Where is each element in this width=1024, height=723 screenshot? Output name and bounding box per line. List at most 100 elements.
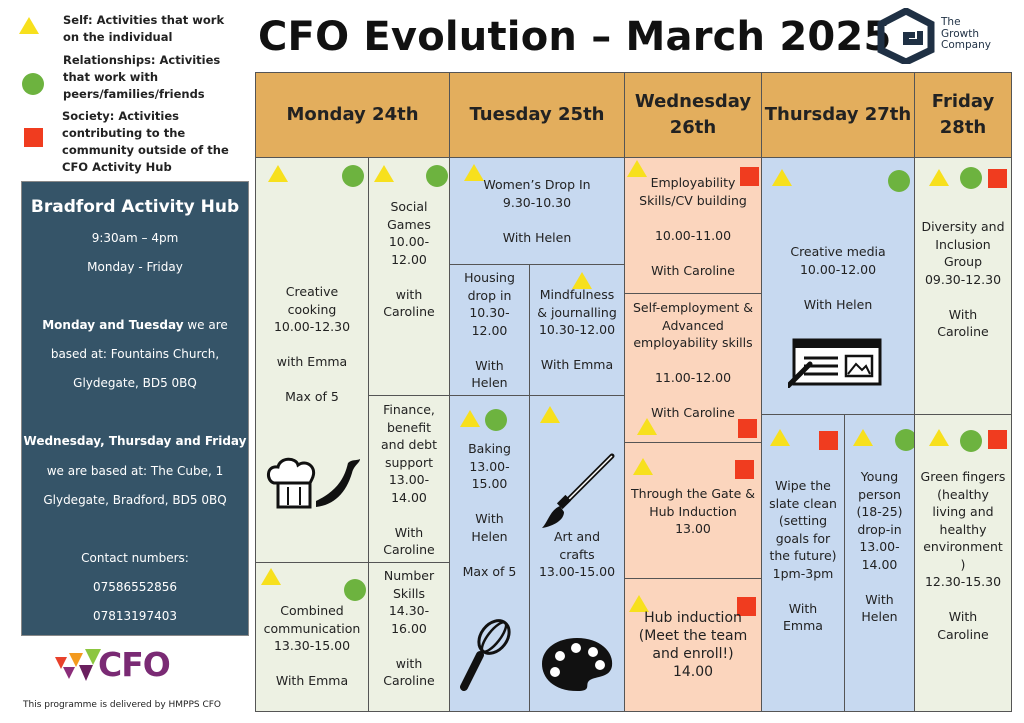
legend-self: Self: Activities that work on the indivi… <box>63 13 225 44</box>
hub-hours: 9:30am – 4pm <box>91 231 179 245</box>
relationships-circle-icon <box>426 165 448 187</box>
header-friday: Friday 28th <box>914 72 1012 158</box>
activity-text: Social Games 10.00- 12.00 with Caroline <box>383 199 435 319</box>
hub-wtf-line3: Glydegate, Bradford, BD5 0BQ <box>43 493 227 507</box>
cfo-logo: CFO <box>55 645 185 687</box>
activity-through-the-gate: Through the Gate & Hub Induction 13.00 <box>624 442 762 579</box>
header-monday: Monday 24th <box>255 72 450 158</box>
self-triangle-icon <box>268 165 288 182</box>
activity-art-and-crafts: Art and crafts 13.00-15.00 <box>529 395 625 712</box>
activity-self-employment: Self-employment & Advanced employability… <box>624 293 762 443</box>
growth-logo-text: The Growth Company <box>941 16 991 52</box>
activity-text: Creative cooking 10.00-12.30 with Emma M… <box>273 284 351 404</box>
activity-housing-drop-in: Housing drop in 10.30- 12.00 With Helen <box>449 264 530 396</box>
society-square-icon <box>737 597 756 616</box>
self-triangle-icon <box>627 160 647 177</box>
activity-mindfulness: Mindfulness & journalling 10.30-12.00 Wi… <box>529 264 625 396</box>
society-square-icon <box>988 169 1007 188</box>
activity-text: Women’s Drop In 9.30-10.30 With Helen <box>483 177 591 245</box>
activity-hub-induction: Hub induction (Meet the team and enroll!… <box>624 578 762 712</box>
hub-wtf-location: Wednesday, Thursday and Friday <box>23 434 247 448</box>
society-square-icon <box>819 431 838 450</box>
self-triangle-icon <box>929 169 949 186</box>
activity-young-person: Young person (18-25) drop-in 13.00- 14.0… <box>844 414 917 712</box>
activity-baking: Baking 13.00- 15.00 With Helen Max of 5 <box>449 395 530 712</box>
self-triangle-icon <box>853 429 873 446</box>
legend-society: Society: Activities contributing to the … <box>62 109 229 174</box>
activity-text: Number Skills 14.30- 16.00 with Caroline <box>383 568 435 688</box>
relationships-circle-icon <box>344 579 366 601</box>
activity-text: Baking 13.00- 15.00 With Helen Max of 5 <box>462 441 517 579</box>
activity-diversity-inclusion: Diversity and Inclusion Group 09.30-12.3… <box>914 157 1012 415</box>
self-triangle-icon <box>929 429 949 446</box>
society-square-icon <box>738 419 757 438</box>
activity-number-skills: Number Skills 14.30- 16.00 with Caroline <box>368 562 450 712</box>
self-triangle-icon <box>772 169 792 186</box>
activity-text: Through the Gate & Hub Induction 13.00 <box>631 486 755 536</box>
activity-text: Employability Skills/CV building 10.00-1… <box>639 175 747 278</box>
hub-contact-label: Contact numbers: <box>81 551 189 565</box>
hub-mon-tue-location: Monday and Tuesday we are <box>22 318 248 332</box>
hub-info-panel: Bradford Activity Hub 9:30am – 4pm Monda… <box>21 181 249 636</box>
logo-line3: Company <box>941 39 991 51</box>
footer-note: This programme is delivered by HMPPS CFO <box>23 700 222 710</box>
activity-text: Creative media 10.00-12.00 With Helen <box>790 244 886 312</box>
self-triangle-icon <box>629 595 649 612</box>
mon-tue-rest: we are <box>183 318 228 332</box>
relationships-circle-icon <box>888 170 910 192</box>
hub-phone-2: 07813197403 <box>93 609 177 623</box>
self-triangle-icon <box>460 410 480 427</box>
society-square-icon <box>735 460 754 479</box>
paintbrush-icon <box>542 453 615 528</box>
relationships-circle-icon <box>895 429 917 451</box>
cfo-logo-text: CFO <box>98 645 171 684</box>
activity-text: Green fingers (healthy living and health… <box>920 469 1006 642</box>
relationships-circle-icon <box>960 430 982 452</box>
hub-name: Bradford Activity Hub <box>30 197 240 217</box>
self-triangle-icon <box>637 418 657 435</box>
activity-text: Young person (18-25) drop-in 13.00- 14.0… <box>856 469 903 624</box>
activity-green-fingers: Green fingers (healthy living and health… <box>914 414 1012 712</box>
relationships-circle-icon <box>485 409 507 431</box>
activity-text: Wipe the slate clean (setting goals for … <box>769 478 837 633</box>
activity-social-games: Social Games 10.00- 12.00 with Caroline <box>368 157 450 396</box>
hub-phone-1: 07586552856 <box>93 580 177 594</box>
activity-text: Mindfulness & journalling 10.30-12.00 Wi… <box>537 287 617 372</box>
page-title: CFO Evolution – March 2025 <box>258 14 892 60</box>
activity-text: Finance, benefit and debt support 13.00-… <box>381 402 437 557</box>
self-triangle-icon <box>261 568 281 585</box>
chef-hat-chili-icon <box>267 457 360 509</box>
relationships-circle-icon <box>960 167 982 189</box>
activity-creative-media: Creative media 10.00-12.00 With Helen <box>761 157 915 415</box>
mon-tue-bold: Monday and Tuesday <box>42 318 184 332</box>
activity-finance-support: Finance, benefit and debt support 13.00-… <box>368 395 450 563</box>
self-triangle-icon <box>540 406 560 423</box>
hub-wtf-line2: we are based at: The Cube, 1 <box>46 464 224 478</box>
activity-text: Combined communication 13.30-15.00 With … <box>263 603 361 688</box>
paint-palette-icon <box>542 638 613 692</box>
growth-hexagon-icon <box>877 7 935 66</box>
self-triangle-icon <box>770 429 790 446</box>
hub-days: Monday - Friday <box>87 260 183 274</box>
society-square-icon <box>24 128 43 147</box>
header-thursday: Thursday 27th <box>761 72 915 158</box>
legend-relationships: Relationships: Activities that work with… <box>63 53 221 101</box>
self-triangle-icon <box>374 165 394 182</box>
whisk-icon <box>460 619 511 691</box>
legend: Self: Activities that work on the indivi… <box>0 0 250 178</box>
activity-combined-communication: Combined communication 13.30-15.00 With … <box>255 562 369 712</box>
relationships-circle-icon <box>342 165 364 187</box>
activity-text: Housing drop in 10.30- 12.00 With Helen <box>464 270 515 390</box>
activity-text: Hub induction (Meet the team and enroll!… <box>638 610 748 680</box>
self-triangle-icon <box>633 458 653 475</box>
activity-text: Diversity and Inclusion Group 09.30-12.3… <box>921 219 1005 339</box>
activity-wipe-slate-clean: Wipe the slate clean (setting goals for … <box>761 414 845 712</box>
society-square-icon <box>988 430 1007 449</box>
hub-mon-tue-line3: Glydegate, BD5 0BQ <box>73 376 197 390</box>
cfo-chevron-icon <box>55 649 101 681</box>
activity-text: Art and crafts 13.00-15.00 <box>538 529 616 579</box>
self-triangle-icon <box>19 17 39 34</box>
self-triangle-icon <box>464 164 484 181</box>
self-triangle-icon <box>572 272 592 289</box>
header-tuesday: Tuesday 25th <box>449 72 625 158</box>
